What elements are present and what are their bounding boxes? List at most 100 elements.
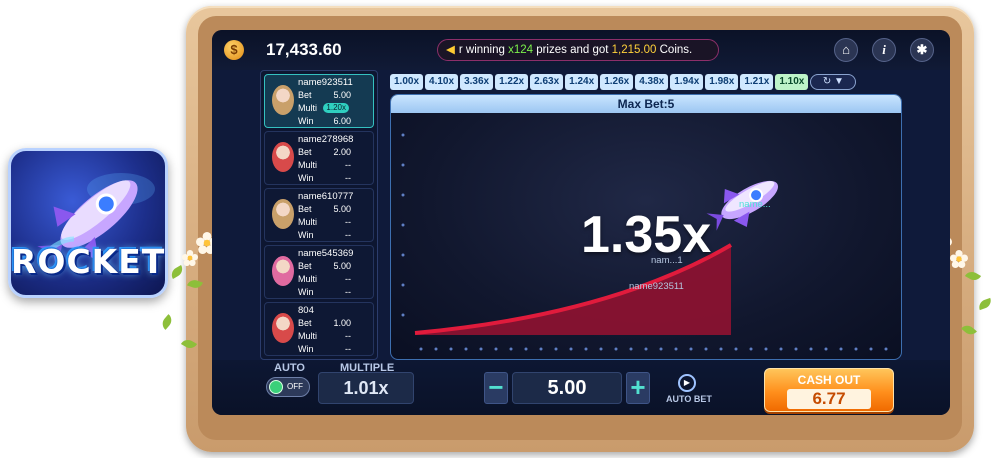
multi-label: Multi <box>298 331 318 341</box>
auto-toggle[interactable]: OFF <box>266 377 310 397</box>
multi-label: Multi <box>298 160 318 170</box>
multiple-input[interactable]: 1.01x <box>318 372 414 404</box>
multi-value: -- <box>345 274 351 284</box>
bet-label: Bet <box>298 261 312 271</box>
bet-value: 5.00 <box>333 90 351 100</box>
avatar <box>272 199 294 229</box>
win-label: Win <box>298 116 314 126</box>
cash-out-value: 6.77 <box>787 389 871 409</box>
history-chip: 4.38x <box>635 74 669 90</box>
player-name: name545369 <box>298 248 354 259</box>
bet-label: Bet <box>298 204 312 214</box>
history-chip: 4.10x <box>425 74 459 90</box>
bet-label: Bet <box>298 90 312 100</box>
bet-value: 5.00 <box>333 204 351 214</box>
bet-amount-input[interactable]: 5.00 <box>512 372 622 404</box>
bet-label: Bet <box>298 318 312 328</box>
bet-label: Bet <box>298 147 312 157</box>
multi-label: Multi <box>298 274 318 284</box>
win-value: -- <box>345 287 351 297</box>
avatar <box>272 85 294 115</box>
bottom-bar: AUTO OFF MULTIPLE 1.01x − 5.00 + ▶ AUTO … <box>212 360 950 415</box>
avatar <box>272 256 294 286</box>
history-chip: 1.22x <box>495 74 529 90</box>
ticker-prefix: r winning <box>458 44 509 56</box>
player-card: name278968 Bet 2.00 Multi -- Win -- <box>264 131 374 185</box>
history-chip: 1.98x <box>705 74 739 90</box>
win-label: Win <box>298 230 314 240</box>
player-card: name545369 Bet 5.00 Multi -- Win -- <box>264 245 374 299</box>
player-card: name610777 Bet 5.00 Multi -- Win -- <box>264 188 374 242</box>
gear-icon[interactable]: ✱ <box>910 38 934 62</box>
win-value: -- <box>345 344 351 354</box>
multi-label: Multi <box>298 217 318 227</box>
win-value: -- <box>345 173 351 183</box>
bet-value: 2.00 <box>333 147 351 157</box>
multi-value: 1.20x <box>323 103 349 113</box>
win-value: -- <box>345 230 351 240</box>
ticker-count: x124 <box>508 44 534 56</box>
history-chip: 1.21x <box>740 74 774 90</box>
bet-value: 5.00 <box>333 261 351 271</box>
ticker-middle: prizes and got <box>533 44 612 56</box>
info-icon[interactable]: i <box>872 38 896 62</box>
player-name: name610777 <box>298 191 354 202</box>
multi-value: -- <box>345 160 351 170</box>
history-chip: 1.26x <box>600 74 634 90</box>
win-value: 6.00 <box>333 116 351 126</box>
winning-ticker: ◀ r winning x124 prizes and got 1,215.00 … <box>437 39 719 61</box>
game-area: Max Bet:5 name... nam...1 name923511 1.3… <box>390 94 902 360</box>
player-name: name923511 <box>298 77 353 88</box>
overlay-name-low: name923511 <box>629 281 684 292</box>
player-name: 804 <box>298 305 314 316</box>
multiplier-history: 1.00x 4.10x 3.36x 1.22x 2.63x 1.24x 1.26x 4.38x… <box>390 74 857 92</box>
win-label: Win <box>298 287 314 297</box>
home-icon[interactable]: ⌂ <box>834 38 858 62</box>
history-chip: 1.94x <box>670 74 704 90</box>
multi-value: -- <box>345 331 351 341</box>
player-name: name278968 <box>298 134 354 145</box>
auto-label: AUTO <box>274 362 305 374</box>
game-screen: $ 17,433.60 ◀ r winning x124 prizes and g… <box>212 30 950 415</box>
logo-text: ROCKET <box>11 242 166 281</box>
win-label: Win <box>298 173 314 183</box>
balance: 17,433.60 <box>266 40 342 59</box>
multi-value: -- <box>345 217 351 227</box>
current-multiplier: 1.35x <box>581 206 712 264</box>
player-card: 804 Bet 1.00 Multi -- Win -- <box>264 302 374 356</box>
avatar <box>272 142 294 172</box>
overlay-name-top: name... <box>739 199 771 210</box>
avatar <box>272 313 294 343</box>
player-list: name923511 Bet 5.00 Multi 1.20x Win 6.00 name27… <box>260 70 378 360</box>
history-chip: 2.63x <box>530 74 564 90</box>
flight-curve <box>401 133 888 351</box>
max-bet-label: Max Bet:5 <box>391 95 901 113</box>
multi-label: Multi <box>298 103 318 113</box>
coin-icon: $ <box>224 40 244 60</box>
cash-out-button[interactable]: CASH OUT 6.77 <box>764 368 894 412</box>
speaker-icon: ◀ <box>446 44 455 56</box>
history-chip: 1.10x <box>775 74 809 90</box>
toggle-knob <box>269 380 283 394</box>
history-dropdown-icon[interactable]: ↻ ▼ <box>810 74 857 90</box>
history-chip: 1.24x <box>565 74 599 90</box>
history-chip: 3.36x <box>460 74 494 90</box>
ticker-suffix: Coins. <box>656 44 693 56</box>
overlay-name-mid: nam...1 <box>651 255 683 266</box>
decrease-bet-button[interactable]: − <box>484 372 508 404</box>
history-chip: 1.00x <box>390 74 424 90</box>
autobet-label[interactable]: AUTO BET <box>666 394 712 404</box>
win-label: Win <box>298 344 314 354</box>
autobet-icon[interactable]: ▶ <box>678 374 696 392</box>
rocket-icon <box>37 173 155 269</box>
cash-out-label: CASH OUT <box>797 373 861 387</box>
toggle-text: OFF <box>287 382 303 391</box>
increase-bet-button[interactable]: + <box>626 372 650 404</box>
multiple-label: MULTIPLE <box>340 362 395 374</box>
top-bar: $ 17,433.60 ◀ r winning x124 prizes and g… <box>212 30 950 70</box>
game-logo: ROCKET <box>8 148 168 298</box>
rocket-sprite <box>706 180 779 231</box>
bet-value: 1.00 <box>333 318 351 328</box>
ticker-amount: 1,215.00 <box>611 44 657 56</box>
player-card: name923511 Bet 5.00 Multi 1.20x Win 6.00 <box>264 74 374 128</box>
